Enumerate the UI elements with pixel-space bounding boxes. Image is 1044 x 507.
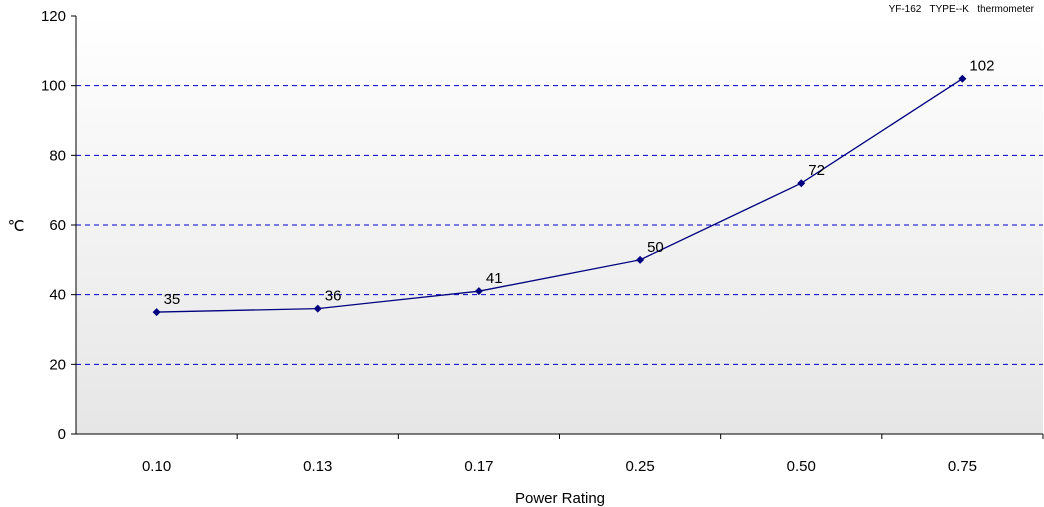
y-tick-label: 120 [41,8,66,25]
y-tick-label: 100 [41,78,66,95]
data-point [797,179,806,188]
x-axis-title: Power Rating [515,490,605,507]
chart-annotation: YF-162 TYPE--K thermometer [889,4,1035,15]
y-tick-label: 60 [49,217,66,234]
data-point [474,287,483,296]
data-label: 35 [164,291,181,308]
data-label: 41 [486,270,503,287]
data-point [958,74,967,83]
x-tick-label: 0.25 [625,458,654,475]
x-tick-label: 0.17 [464,458,493,475]
x-tick-label: 0.50 [787,458,816,475]
data-label: 50 [647,239,664,256]
data-point [313,304,322,313]
x-tick-label: 0.13 [303,458,332,475]
data-point [152,308,161,317]
y-tick-label: 20 [49,356,66,373]
y-tick-label: 0 [58,426,66,443]
y-tick-label: 80 [49,147,66,164]
series-line [156,78,963,313]
data-label: 102 [969,58,994,75]
x-tick-label: 0.10 [142,458,171,475]
y-tick-label: 40 [49,287,66,304]
y-axis-title: ℃ [8,218,25,235]
data-label: 36 [325,288,342,305]
x-tick-label: 0.75 [948,458,977,475]
data-point [636,255,645,264]
data-label: 72 [808,162,825,179]
